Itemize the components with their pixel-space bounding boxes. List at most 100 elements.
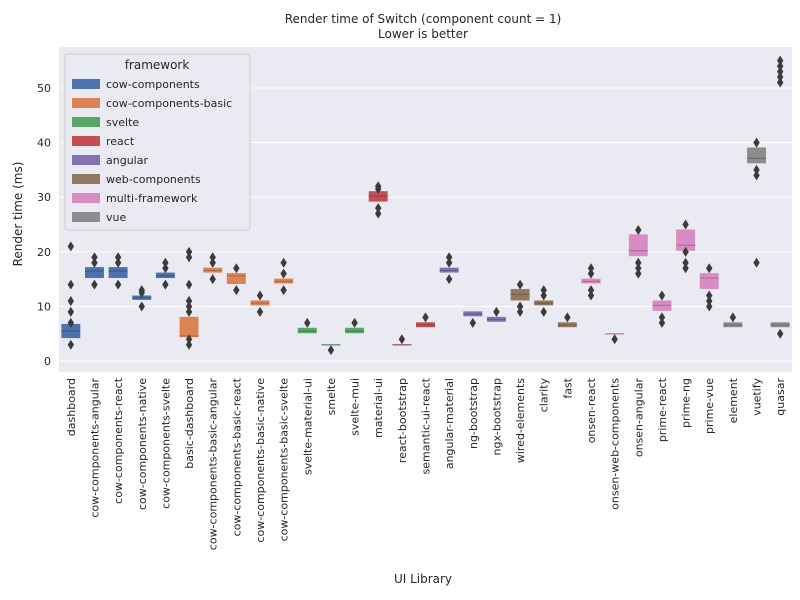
x-tick-label: cow-components-basic-native: [254, 378, 267, 543]
outlier-point: [540, 290, 547, 301]
x-tick-label: angular-material: [443, 378, 456, 469]
outlier-point: [256, 290, 264, 301]
box-group: [628, 224, 648, 279]
boxes: [61, 55, 790, 356]
outlier-point: [587, 290, 595, 301]
outlier-point: [776, 55, 784, 66]
outlier-point: [280, 257, 287, 268]
outlier-point: [304, 317, 311, 328]
legend-swatch: [72, 136, 100, 146]
box-group: [605, 333, 625, 345]
outlier-point: [209, 274, 216, 285]
outlier-point: [682, 263, 689, 274]
outlier-point: [635, 257, 642, 268]
outlier-point: [185, 279, 193, 290]
box-group: [392, 334, 412, 346]
legend-swatch: [72, 212, 100, 222]
outlier-point: [682, 257, 689, 268]
chart-title: Render time of Switch (component count =…: [285, 12, 562, 26]
x-tick-label: material-ui: [372, 378, 385, 438]
x-tick-label: svelte-material-ui: [301, 378, 314, 475]
box-group: [699, 263, 719, 312]
x-tick-label: dashboard: [65, 378, 78, 436]
x-tick-label: cow-components-angular: [88, 378, 101, 518]
outlier-point: [280, 268, 287, 279]
legend-label: svelte: [106, 116, 139, 129]
outlier-point: [185, 334, 193, 345]
outlier-point: [398, 334, 406, 345]
x-tick-label: onsen-web-components: [609, 378, 622, 510]
x-tick-label: smelte: [325, 378, 338, 416]
box-group: [676, 219, 696, 274]
legend-swatch: [72, 193, 100, 203]
box-group: [226, 263, 246, 296]
outlier-point: [67, 295, 75, 306]
box-group: [534, 285, 554, 317]
outlier-point: [162, 257, 169, 268]
outlier-point: [658, 290, 666, 301]
outlier-point: [776, 61, 784, 72]
outlier-point: [67, 317, 75, 328]
chart-subtitle: Lower is better: [378, 27, 468, 41]
outlier-point: [114, 252, 122, 263]
x-tick-label: prime-ng: [680, 378, 693, 428]
box-group: [747, 137, 766, 268]
outlier-point: [635, 268, 642, 279]
outlier-point: [776, 72, 784, 83]
outlier-point: [256, 306, 264, 317]
outlier-point: [540, 285, 547, 296]
x-tick-label: basic-dashboard: [183, 378, 196, 469]
box-group: [439, 252, 459, 285]
x-axis-label: UI Library: [394, 572, 452, 586]
outlier-point: [67, 339, 75, 350]
outlier-point: [445, 257, 453, 268]
outlier-point: [91, 279, 98, 290]
box: [628, 234, 648, 257]
outlier-point: [776, 77, 784, 88]
box-group: [61, 241, 81, 350]
outlier-point: [658, 312, 666, 323]
box-group: [345, 317, 365, 334]
box-group: [368, 181, 388, 219]
x-tick-label: prime-react: [656, 377, 669, 442]
x-tick-label: cow-components-svelte: [159, 378, 172, 509]
outlier-point: [753, 137, 760, 148]
outlier-point: [540, 306, 547, 317]
x-tick-label: react-bootstrap: [396, 378, 409, 463]
x-tick-label: wired-elements: [514, 378, 527, 463]
outlier-point: [564, 312, 571, 323]
outlier-point: [327, 345, 335, 356]
box-group: [179, 246, 199, 350]
legend: framework cow-components cow-components-b…: [64, 53, 251, 231]
outlier-point: [375, 208, 382, 219]
outlier-point: [185, 301, 193, 312]
outlier-point: [375, 181, 382, 192]
legend-title: framework: [125, 58, 190, 72]
outlier-point: [706, 263, 713, 274]
box-group: [297, 317, 317, 334]
box-group: [155, 257, 175, 290]
outlier-point: [753, 257, 760, 268]
box: [345, 327, 365, 334]
outlier-point: [516, 279, 524, 290]
x-tick-label: quasar: [774, 378, 787, 416]
outlier-point: [706, 295, 713, 306]
outlier-point: [91, 252, 98, 263]
outlier-point: [233, 285, 240, 296]
outlier-point: [185, 339, 193, 350]
legend-frame: [64, 53, 251, 231]
x-tick-label: vuetify: [751, 378, 764, 416]
legend-label: vue: [106, 211, 126, 224]
box-group: [463, 311, 483, 328]
box-group: [416, 312, 435, 328]
outlier-point: [753, 164, 760, 175]
box: [108, 267, 128, 279]
y-axis-label: Render time (ms): [11, 162, 25, 267]
x-tick-label: svelte-mui: [349, 378, 362, 436]
outlier-point: [682, 246, 689, 257]
y-tick-labels: 0 10 20 30 40 50: [37, 82, 51, 368]
outlier-point: [185, 252, 193, 263]
outlier-point: [469, 317, 476, 328]
x-tick-label: cow-components-native: [136, 378, 149, 510]
legend-label: react: [106, 135, 135, 148]
